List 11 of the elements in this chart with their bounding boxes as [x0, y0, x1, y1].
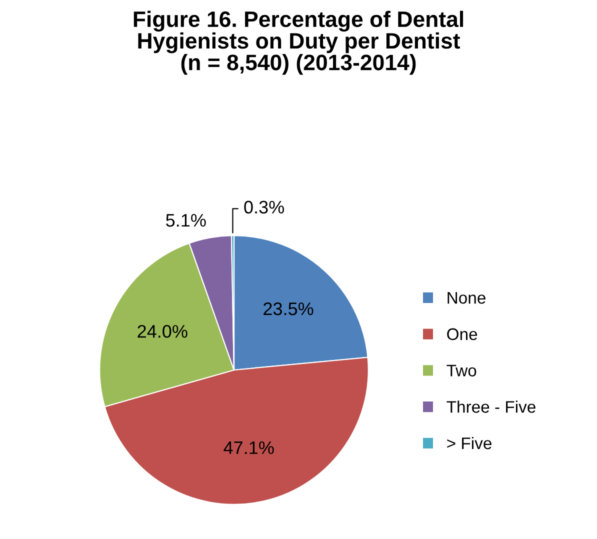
data-label: 23.5%	[264, 302, 314, 316]
data-label: 24.0%	[138, 325, 188, 338]
data-label: 47.1%	[224, 441, 274, 454]
data-label: 5.1%	[166, 214, 206, 227]
legend-label: None	[448, 292, 486, 304]
chart-title: Figure 16. Percentage of Dental Hygienists on Duty per Dentist (n = 8,540) (2013-2014)	[134, 10, 464, 75]
legend-label: Two	[446, 364, 476, 376]
data-label: 0.3%	[244, 200, 284, 214]
legend-label: > Five	[447, 436, 492, 450]
legend-label: Three - Five	[446, 400, 536, 413]
legend-label: One	[447, 328, 478, 340]
